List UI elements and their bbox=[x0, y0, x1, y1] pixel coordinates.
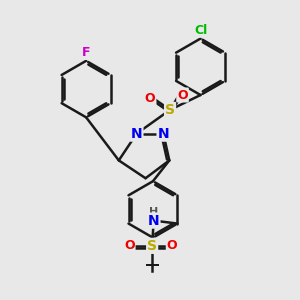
Text: F: F bbox=[82, 46, 90, 59]
Text: O: O bbox=[177, 88, 188, 101]
Text: N: N bbox=[131, 127, 142, 141]
Text: Cl: Cl bbox=[194, 24, 207, 37]
Text: N: N bbox=[148, 214, 160, 228]
Text: O: O bbox=[167, 239, 177, 252]
Text: O: O bbox=[145, 92, 155, 105]
Text: O: O bbox=[124, 239, 135, 252]
Text: S: S bbox=[147, 239, 157, 253]
Text: N: N bbox=[158, 127, 169, 141]
Text: S: S bbox=[165, 103, 175, 117]
Text: H: H bbox=[149, 207, 158, 217]
